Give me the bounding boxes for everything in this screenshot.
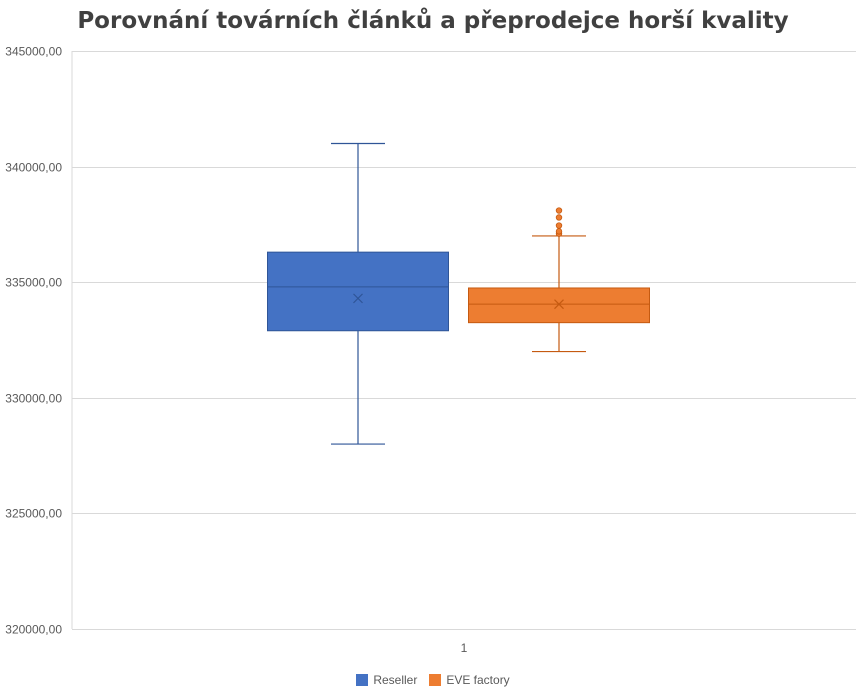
y-tick-label: 325000,00: [5, 507, 62, 521]
iqr-box: [267, 251, 449, 332]
y-tick-label: 345000,00: [5, 45, 62, 59]
chart-title: Porovnání továrních článků a přeprodejce…: [77, 8, 789, 34]
boxes: [267, 142, 650, 445]
mean-marker: [353, 293, 363, 304]
legend-label-reseller: Reseller: [373, 673, 418, 687]
legend-item-eve-factory[interactable]: EVE factory: [429, 673, 510, 687]
gridlines: [71, 51, 856, 630]
y-axis-ticks: 320000,00 325000,00 330000,00 335000,00 3400…: [5, 45, 62, 637]
outlier-point: [555, 214, 563, 221]
y-tick-label: 335000,00: [5, 276, 62, 290]
y-tick-label: 320000,00: [5, 623, 62, 637]
x-tick-label: 1: [461, 641, 468, 655]
mean-marker: [554, 299, 564, 310]
legend-swatch-eve-factory: [429, 674, 442, 686]
iqr-box: [468, 287, 650, 324]
legend-swatch-reseller: [356, 674, 369, 686]
outlier-point: [555, 228, 563, 235]
outlier-point: [555, 207, 563, 214]
box-eve-factory: [468, 207, 650, 353]
outlier-point: [555, 222, 563, 229]
box-reseller: [267, 142, 449, 445]
y-tick-label: 340000,00: [5, 161, 62, 175]
y-tick-label: 330000,00: [5, 392, 62, 406]
legend-label-eve-factory: EVE factory: [446, 673, 510, 687]
legend: Reseller EVE factory: [0, 673, 866, 687]
legend-item-reseller[interactable]: Reseller: [356, 673, 417, 687]
